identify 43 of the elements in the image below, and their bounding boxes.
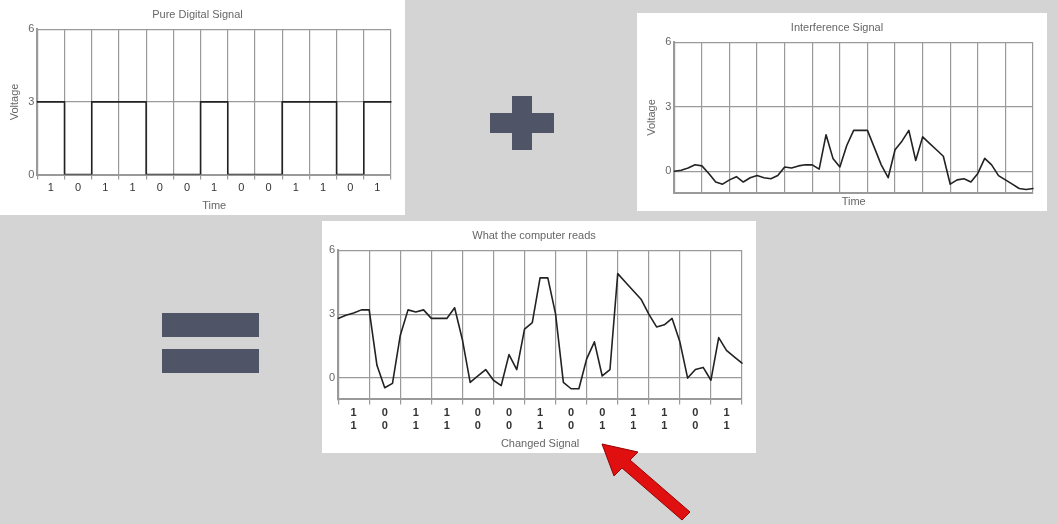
x-tick-label: 0 [265, 181, 272, 194]
x-tick-label: 0 0 [505, 406, 513, 432]
x-tick-label: 0 [347, 181, 354, 194]
y-tick-label: 6 [328, 243, 336, 256]
x-tick-label: 1 1 [443, 406, 450, 432]
x-tick-label: 1 1 [537, 406, 544, 432]
x-tick-label: 0 [75, 181, 82, 194]
x-tick-label: 0 0 [692, 406, 699, 432]
chart-title: What the computer reads [472, 228, 597, 241]
x-tick-label: 0 0 [381, 406, 388, 432]
x-tick-label: 0 0 [474, 406, 481, 432]
x-tick-label: 1 [319, 181, 327, 194]
x-tick-label: 1 1 [412, 406, 419, 432]
y-tick-label: 0 [328, 371, 336, 384]
x-axis-title: Changed Signal [500, 437, 580, 450]
x-tick-label: 0 0 [568, 406, 575, 432]
x-tick-label: 0 [183, 181, 191, 194]
x-tick-label: 1 [47, 181, 54, 194]
y-tick-label: 3 [328, 307, 336, 320]
x-tick-label: 1 1 [630, 406, 637, 432]
chart-title: Pure Digital Signal [152, 7, 243, 20]
x-axis-title: Time [202, 199, 227, 212]
chart-title: Interference Signal [790, 20, 884, 33]
x-tick-label: 1 [129, 181, 136, 194]
x-axis-title: Time [841, 195, 866, 208]
x-tick-label: 1 1 [350, 406, 357, 432]
x-tick-label: 0 1 [599, 406, 606, 432]
x-tick-label: 0 [238, 181, 245, 194]
x-tick-label: 1 [374, 181, 381, 194]
y-tick-label: 3 [665, 99, 672, 112]
y-tick-label: 6 [665, 35, 672, 48]
x-tick-label: 1 [102, 181, 109, 194]
y-tick-label: 0 [28, 167, 35, 180]
y-tick-label: 0 [665, 164, 672, 177]
x-tick-label: 0 [156, 181, 163, 194]
x-tick-label: 1 1 [723, 406, 730, 432]
y-axis-title: Voltage [644, 99, 657, 136]
x-tick-label: 1 [292, 181, 299, 194]
x-tick-label: 1 1 [661, 406, 668, 432]
y-tick-label: 3 [28, 94, 35, 107]
y-tick-label: 6 [28, 22, 35, 35]
y-axis-title: Voltage [7, 83, 20, 121]
x-tick-label: 1 [211, 181, 218, 194]
